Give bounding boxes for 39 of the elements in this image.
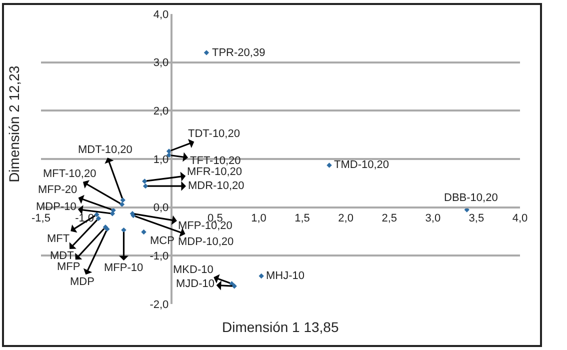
y-tick-label: 4,0 (153, 8, 169, 21)
x-tick-label: 1,0 (251, 212, 266, 224)
x-tick-label: 3,5 (468, 212, 484, 224)
annotation: MKD-10 (173, 264, 214, 276)
annotation: MDP-10,20 (178, 236, 234, 248)
annotation: MDT (50, 250, 74, 262)
y-axis-title: Dimensión 2 12,23 (6, 65, 22, 182)
annotation: MHJ-10 (266, 270, 305, 282)
annotation: TPR-20,39 (212, 47, 266, 59)
annotation: DBB-10,20 (444, 192, 498, 204)
annotation: MDT-10,20 (78, 144, 132, 156)
y-tick-label: -1,0 (150, 250, 169, 263)
annotation: MDP (70, 276, 94, 288)
y-tick-label: 2,0 (153, 106, 169, 118)
y-tick-label: 0,0 (153, 202, 169, 214)
annotation: MFP (57, 261, 80, 273)
annotation: MFR-10,20 (187, 166, 242, 178)
annotation: TFT-10,20 (190, 155, 241, 167)
annotation: MDP-10 (36, 201, 76, 213)
x-tick-label: 1,5 (294, 212, 310, 224)
x-tick-label: 3,0 (425, 212, 441, 224)
y-tick-label: -2,0 (150, 298, 169, 311)
y-tick-label: 1,0 (153, 154, 169, 166)
x-tick-label: 2,5 (382, 212, 398, 224)
annotation: MFT (47, 233, 70, 245)
x-axis-title: Dimensión 1 13,85 (222, 319, 339, 335)
annotation: MFP-10 (104, 262, 144, 274)
x-tick-label: 4,0 (512, 212, 528, 224)
x-tick-label: 2,0 (338, 212, 354, 224)
annotation: MFP-20 (38, 184, 78, 196)
annotation: MFP-10,20 (178, 220, 232, 232)
annotation: MJD-10 (176, 278, 215, 290)
annotation: MFT-10,20 (43, 168, 96, 180)
annotation: MDR-10,20 (188, 180, 244, 192)
x-tick-label: -1,5 (32, 212, 50, 224)
annotation: TDT-10,20 (188, 128, 240, 140)
annotation: MCP (150, 235, 174, 247)
y-tick-label: 3,0 (153, 57, 169, 70)
annotation: TMD-10,20 (334, 159, 390, 171)
